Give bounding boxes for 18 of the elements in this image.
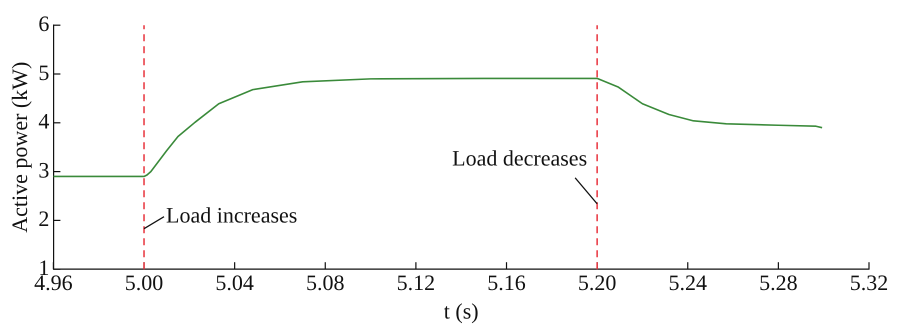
x-tick-label: 5.08 — [306, 270, 345, 296]
y-tick-label: 6 — [38, 10, 50, 36]
x-tick-label: 5.24 — [668, 270, 708, 296]
annotation: Load increases — [166, 202, 298, 228]
x-tick-label: 5.16 — [487, 270, 526, 296]
y-tick-label: 2 — [38, 206, 50, 232]
y-axis-title: Active power (kW) — [6, 62, 32, 233]
y-tick-label: 3 — [38, 157, 50, 182]
x-tick-label: 5.20 — [578, 270, 616, 296]
annotation: Load decreases — [452, 146, 588, 171]
x-tick-label: 5.00 — [124, 270, 164, 296]
y-tick-label: 5 — [38, 60, 50, 85]
x-tick-label: 5.04 — [215, 270, 254, 296]
x-tick-label: 5.32 — [850, 270, 888, 296]
x-tick-label: 5.28 — [759, 270, 798, 296]
x-axis-title: t (s) — [444, 298, 479, 324]
x-tick-label: 5.12 — [396, 270, 436, 296]
y-tick-label: 4 — [38, 108, 50, 134]
